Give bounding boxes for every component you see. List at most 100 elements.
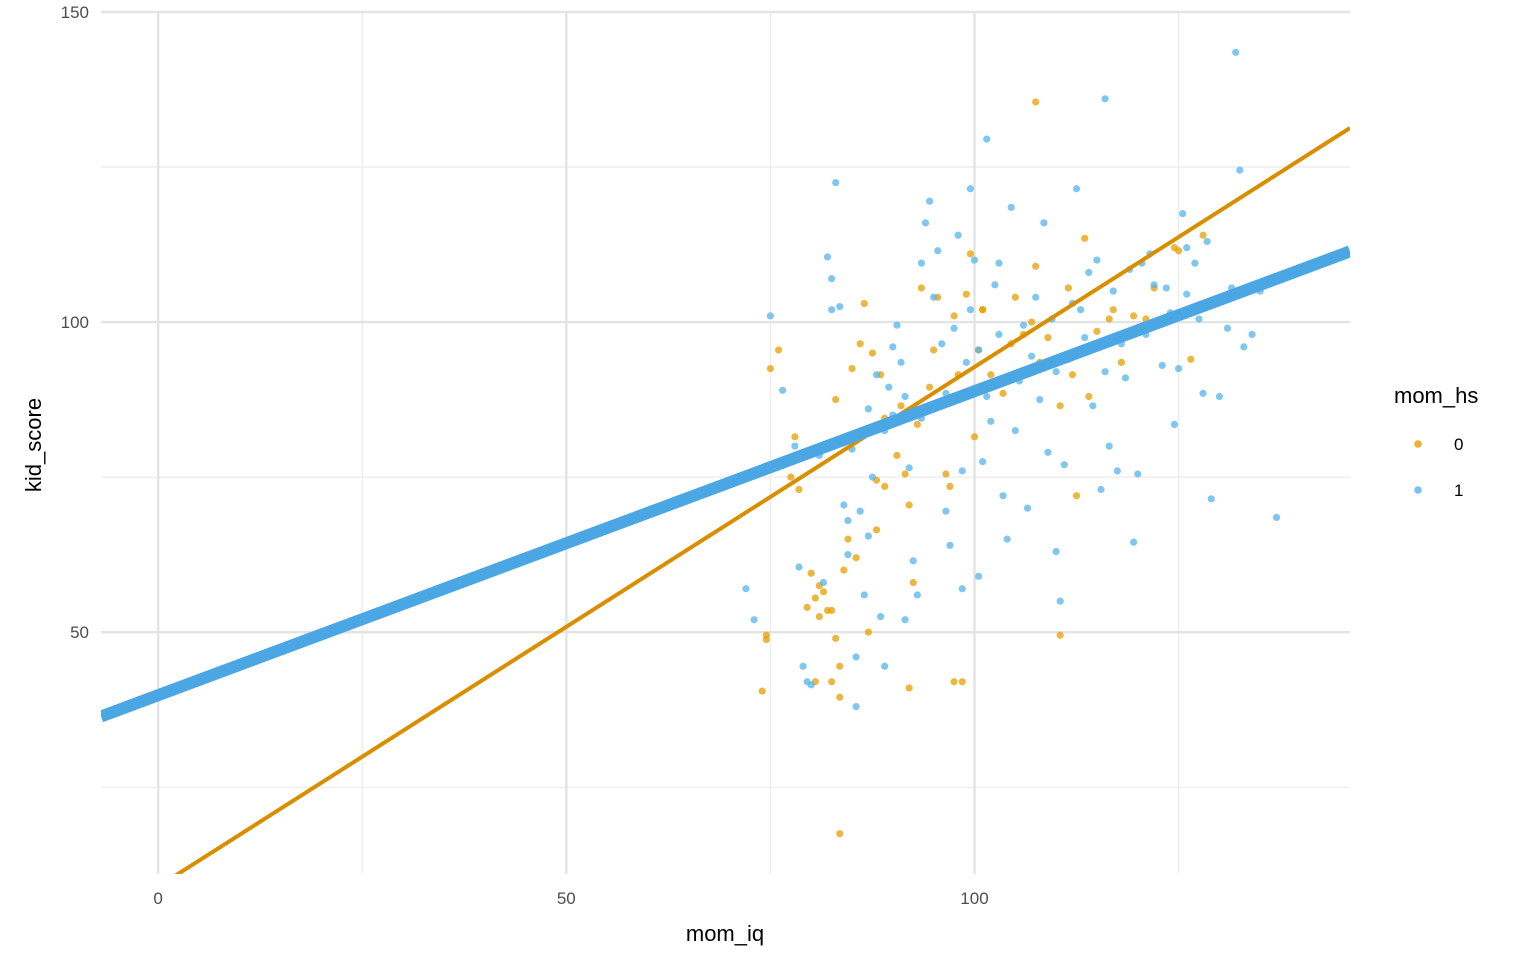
data-point-mom-hs-1 (1028, 352, 1036, 360)
data-point-mom-hs-1 (954, 231, 962, 239)
data-point-mom-hs-0 (1072, 492, 1081, 500)
data-point-mom-hs-1 (1183, 244, 1191, 252)
data-point-mom-hs-0 (946, 482, 954, 491)
data-point-mom-hs-0 (930, 346, 938, 354)
data-point-mom-hs-1 (823, 253, 832, 261)
data-point-mom-hs-1 (1007, 203, 1015, 211)
regression-lines (101, 126, 1350, 874)
data-point-mom-hs-1 (864, 405, 872, 413)
data-point-mom-hs-1 (913, 591, 921, 599)
data-point-mom-hs-1 (819, 578, 828, 587)
data-point-mom-hs-1 (938, 340, 946, 348)
data-point-mom-hs-1 (909, 557, 917, 565)
data-point-mom-hs-0 (1032, 262, 1040, 270)
data-point-mom-hs-0 (966, 250, 975, 258)
data-point-mom-hs-1 (946, 541, 954, 549)
data-point-mom-hs-0 (1085, 392, 1093, 401)
data-point-mom-hs-0 (832, 395, 840, 404)
data-point-mom-hs-1 (1121, 374, 1130, 382)
data-point-mom-hs-1 (795, 563, 803, 571)
data-point-mom-hs-1 (1150, 281, 1158, 289)
y-tick-labels: 50 100 150 (61, 3, 89, 642)
data-point-mom-hs-0 (1044, 333, 1052, 342)
data-point-mom-hs-1 (1040, 219, 1048, 227)
data-point-mom-hs-1 (1272, 513, 1281, 522)
data-point-mom-hs-0 (950, 312, 958, 320)
data-point-mom-hs-0 (836, 662, 844, 670)
data-point-mom-hs-0 (762, 635, 770, 644)
data-point-mom-hs-1 (1060, 461, 1068, 469)
data-point-mom-hs-1 (799, 662, 807, 670)
data-point-mom-hs-0 (1199, 231, 1207, 239)
data-point-mom-hs-1 (987, 417, 995, 425)
data-point-mom-hs-1 (766, 312, 774, 320)
data-point-mom-hs-0 (860, 299, 868, 308)
data-point-mom-hs-0 (901, 470, 909, 478)
data-point-mom-hs-1 (995, 259, 1003, 267)
data-point-mom-hs-1 (779, 386, 787, 394)
data-point-mom-hs-1 (1170, 420, 1179, 428)
data-point-mom-hs-0 (836, 693, 844, 701)
regression-line-mom-hs-1 (101, 245, 1350, 723)
y-tick-label: 50 (70, 623, 89, 642)
data-point-mom-hs-1 (962, 358, 970, 366)
data-point-mom-hs-0 (832, 634, 840, 642)
data-point-mom-hs-0 (791, 433, 799, 441)
data-point-mom-hs-0 (1130, 312, 1138, 320)
data-point-mom-hs-1 (1240, 343, 1248, 351)
data-point-mom-hs-1 (1162, 284, 1170, 292)
data-point-mom-hs-1 (877, 613, 885, 621)
data-point-mom-hs-1 (844, 551, 852, 559)
x-tick-label: 0 (153, 889, 162, 908)
data-point-mom-hs-1 (742, 585, 750, 593)
data-point-mom-hs-0 (999, 389, 1007, 397)
data-point-mom-hs-0 (905, 501, 913, 509)
data-point-mom-hs-0 (856, 340, 864, 348)
data-point-mom-hs-1 (1003, 535, 1011, 543)
data-point-mom-hs-1 (856, 507, 864, 515)
data-point-mom-hs-1 (991, 281, 999, 289)
data-point-mom-hs-0 (958, 678, 966, 686)
data-point-mom-hs-1 (872, 371, 881, 379)
data-point-mom-hs-0 (1032, 98, 1040, 106)
data-point-mom-hs-1 (970, 256, 979, 264)
data-point-mom-hs-1 (1036, 395, 1044, 404)
legend-entries: 01 (1414, 435, 1463, 500)
data-point-mom-hs-1 (836, 302, 844, 311)
data-point-mom-hs-0 (852, 554, 860, 562)
data-point-mom-hs-1 (1174, 364, 1183, 373)
data-point-mom-hs-1 (1101, 368, 1109, 376)
data-point-mom-hs-0 (950, 678, 958, 686)
data-point-mom-hs-1 (897, 358, 905, 366)
data-point-mom-hs-0 (868, 349, 877, 357)
data-point-mom-hs-1 (750, 616, 758, 624)
data-point-mom-hs-1 (1085, 268, 1093, 277)
data-point-mom-hs-0 (1064, 284, 1072, 292)
data-point-mom-hs-0 (836, 830, 844, 838)
data-point-mom-hs-1 (1223, 324, 1232, 332)
data-point-mom-hs-1 (974, 346, 983, 354)
y-tick-label: 150 (61, 3, 89, 22)
grid-lines (101, 10, 1350, 874)
regression-line-mom-hs-0 (174, 126, 1350, 874)
data-point-mom-hs-1 (950, 324, 958, 332)
data-point-mom-hs-0 (913, 420, 921, 428)
data-point-mom-hs-1 (1134, 470, 1142, 478)
legend-key-1 (1414, 486, 1422, 494)
data-point-mom-hs-0 (970, 433, 979, 441)
data-point-mom-hs-1 (905, 464, 913, 472)
data-point-mom-hs-1 (852, 702, 860, 711)
data-point-mom-hs-1 (901, 616, 909, 624)
data-point-mom-hs-1 (1097, 485, 1105, 494)
data-point-mom-hs-0 (795, 485, 803, 494)
data-point-mom-hs-0 (893, 451, 901, 460)
data-point-mom-hs-1 (974, 572, 983, 580)
data-point-mom-hs-1 (999, 492, 1007, 500)
legend-title: mom_hs (1394, 383, 1478, 408)
data-point-mom-hs-1 (1191, 259, 1199, 267)
data-points (742, 48, 1281, 838)
data-point-mom-hs-0 (1056, 631, 1064, 639)
data-point-mom-hs-0 (1105, 315, 1113, 323)
data-point-mom-hs-1 (1158, 361, 1166, 370)
